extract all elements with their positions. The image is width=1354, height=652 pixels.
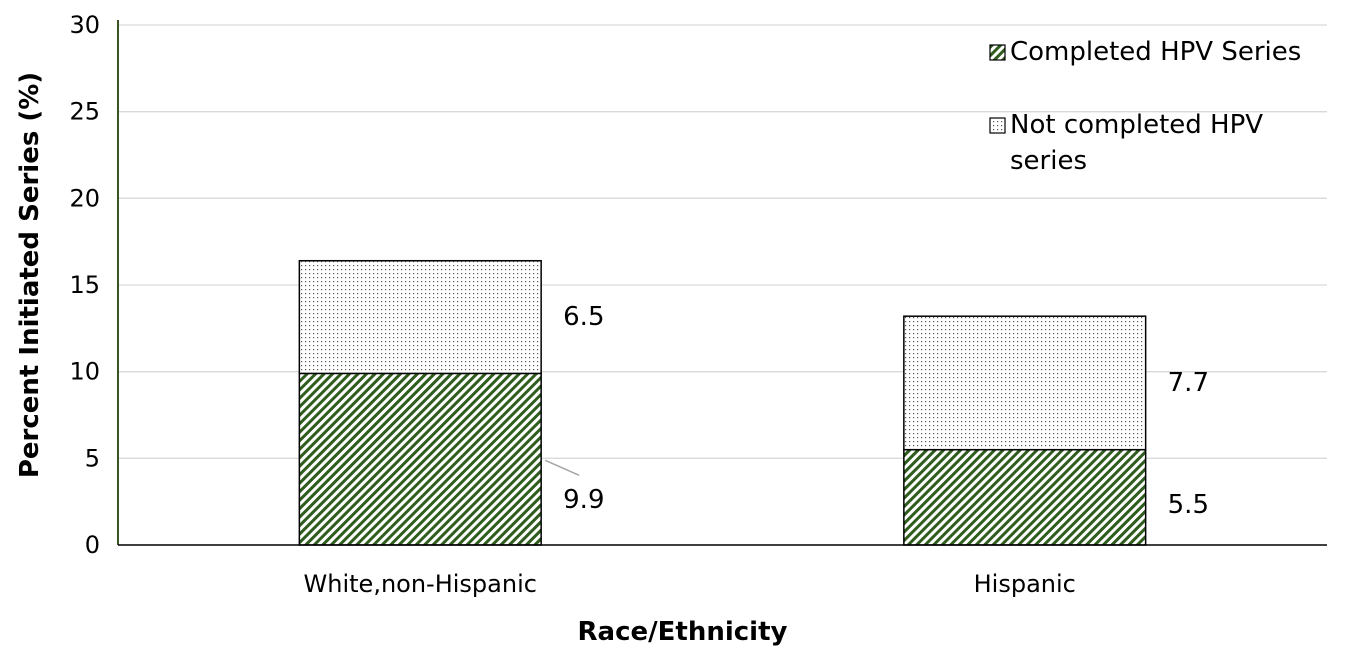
bar-segment-completed	[298, 372, 542, 546]
data-labels: 9.9 6.5 5.5 7.7	[544, 302, 1209, 520]
y-tick-label: 0	[85, 531, 100, 559]
y-axis-title: Percent Initiated Series (%)	[15, 72, 45, 478]
legend-label: Completed HPV Series	[1010, 37, 1301, 67]
y-tick-label: 30	[69, 11, 100, 39]
y-tick-label: 20	[69, 184, 100, 212]
data-label: 9.9	[563, 485, 604, 515]
data-label: 6.5	[563, 302, 604, 332]
x-axis-title: Race/Ethnicity	[578, 617, 788, 647]
legend: Completed HPV Series Not completed HPV ser…	[989, 37, 1301, 176]
x-tick-label: Hispanic	[974, 570, 1076, 598]
legend-swatch	[989, 117, 1006, 134]
bar-segment-not-completed	[903, 315, 1147, 451]
x-tick-label: White,non-Hispanic	[304, 570, 537, 598]
legend-swatch	[989, 44, 1006, 61]
data-label: 7.7	[1168, 368, 1209, 398]
bars	[298, 259, 1147, 546]
data-label-leader-line	[544, 459, 580, 477]
axes: 0 5 10 15 20 25 30 White,non-Hispanic Hispanic	[69, 11, 1327, 598]
y-tick-label: 15	[69, 271, 100, 299]
y-tick-label: 10	[69, 358, 100, 386]
data-label: 5.5	[1168, 490, 1209, 520]
y-tick-label: 25	[69, 98, 100, 126]
bar-segment-not-completed	[298, 259, 542, 375]
y-tick-label: 5	[85, 444, 100, 472]
legend-label: series	[1010, 146, 1087, 176]
legend-label: Not completed HPV	[1010, 110, 1263, 140]
bar-segment-completed	[903, 448, 1147, 546]
